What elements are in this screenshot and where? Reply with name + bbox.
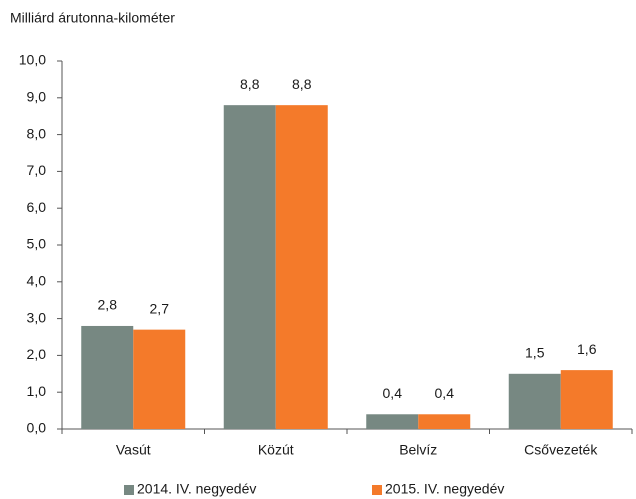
y-tick-label: 0,0: [27, 420, 47, 436]
value-label: 1,6: [577, 341, 597, 357]
value-label: 8,8: [240, 76, 260, 92]
bar: [418, 414, 471, 429]
value-label: 8,8: [292, 76, 312, 92]
bar: [366, 414, 419, 429]
bar: [560, 370, 613, 429]
y-tick-label: 7,0: [27, 162, 47, 178]
legend-swatch: [124, 485, 134, 495]
x-tick-label: Vasút: [116, 442, 151, 458]
value-label: 1,5: [525, 345, 545, 361]
x-tick-label: Csővezeték: [524, 442, 598, 458]
legend-label: 2014. IV. negyedév: [137, 481, 256, 497]
x-tick-label: Közút: [258, 442, 294, 458]
value-label: 2,7: [150, 300, 170, 316]
y-tick-label: 1,0: [27, 383, 47, 399]
y-tick-label: 9,0: [27, 89, 47, 105]
legend-swatch: [372, 485, 382, 495]
value-label: 2,8: [98, 297, 118, 313]
y-tick-label: 6,0: [27, 199, 47, 215]
y-tick-label: 10,0: [19, 52, 46, 68]
value-label: 0,4: [383, 385, 403, 401]
bar: [223, 105, 276, 429]
bar: [275, 105, 328, 429]
value-label: 0,4: [435, 385, 455, 401]
legend-label: 2015. IV. negyedév: [385, 481, 504, 497]
bar: [508, 373, 561, 429]
y-tick-label: 8,0: [27, 125, 47, 141]
y-tick-label: 2,0: [27, 346, 47, 362]
y-tick-label: 5,0: [27, 236, 47, 252]
bar: [133, 329, 186, 429]
chart-title: Milliárd árutonna-kilométer: [10, 10, 175, 26]
x-tick-label: Belvíz: [399, 442, 437, 458]
y-tick-label: 4,0: [27, 273, 47, 289]
y-tick-label: 3,0: [27, 309, 47, 325]
bar: [81, 325, 134, 429]
